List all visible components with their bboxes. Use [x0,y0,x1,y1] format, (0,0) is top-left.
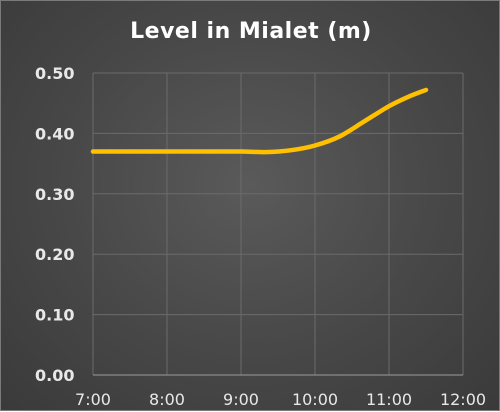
x-tick-label: 12:00 [440,390,486,409]
x-tick-label: 7:00 [75,390,111,409]
x-tick-label: 9:00 [223,390,259,409]
y-tick-label: 0.20 [35,245,74,264]
x-tick-label: 8:00 [149,390,185,409]
y-tick-label: 0.00 [35,366,74,385]
y-tick-label: 0.40 [35,124,74,143]
y-tick-label: 0.50 [35,64,74,83]
chart-title: Level in Mialet (m) [130,19,372,44]
y-tick-label: 0.10 [35,306,74,325]
y-tick-label: 0.30 [35,185,74,204]
series-line [90,87,429,155]
x-tick-label: 11:00 [366,390,412,409]
x-tick-label: 10:00 [292,390,338,409]
